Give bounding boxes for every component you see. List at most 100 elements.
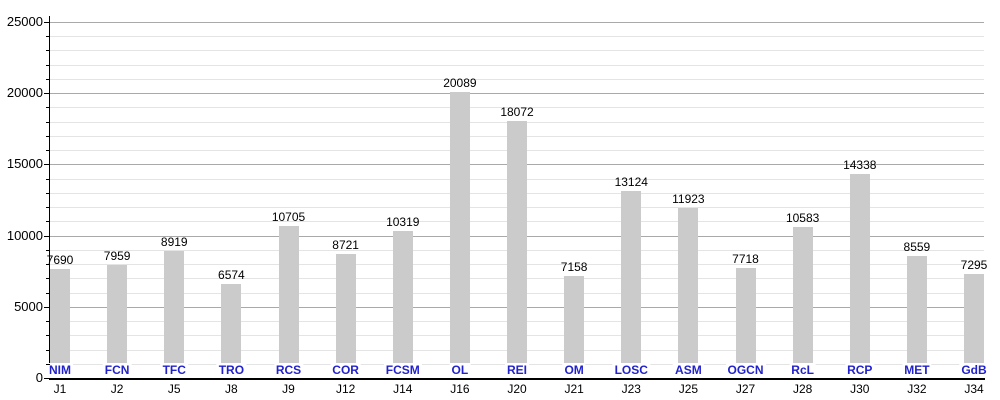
bar-J16 xyxy=(449,91,470,378)
y-axis-tick xyxy=(46,107,50,109)
y-axis-tick xyxy=(46,207,50,209)
team-label-REI: REI xyxy=(504,363,530,378)
bar-J8 xyxy=(221,284,242,378)
y-axis-tick xyxy=(44,93,50,95)
x-tick-label-J1: J1 xyxy=(53,382,67,396)
bar-J23 xyxy=(621,191,642,378)
x-tick-label-J14: J14 xyxy=(393,382,413,396)
y-axis-tick xyxy=(46,221,50,223)
bar-J1 xyxy=(50,268,70,378)
y-axis-tick xyxy=(44,235,50,237)
value-label-J12: 8721 xyxy=(332,237,359,252)
team-label-ASM: ASM xyxy=(673,363,704,378)
y-tick-label: 0 xyxy=(35,370,43,385)
value-label-J32: 8559 xyxy=(903,240,931,255)
x-tick-label-J16: J16 xyxy=(450,382,470,396)
value-label-J23: 13124 xyxy=(614,175,648,190)
value-label-J20: 18072 xyxy=(500,104,534,119)
y-axis-tick xyxy=(46,249,50,251)
y-axis-tick xyxy=(46,36,50,38)
bar-J27 xyxy=(735,268,756,378)
x-tick-label-J28: J28 xyxy=(792,382,813,396)
bar-J5 xyxy=(164,251,185,378)
team-label-NIM: NIM xyxy=(47,363,73,378)
x-tick-label-J20: J20 xyxy=(507,382,527,396)
x-tick-label-J27: J27 xyxy=(735,382,756,396)
y-axis-tick xyxy=(46,178,50,180)
bar-J12 xyxy=(335,253,356,378)
value-label-J27: 7718 xyxy=(732,252,759,267)
x-tick-label-J25: J25 xyxy=(678,382,699,396)
gridline-minor xyxy=(50,64,984,66)
x-tick-label-J5: J5 xyxy=(167,382,181,396)
bar-J32 xyxy=(906,256,927,378)
y-axis-tick xyxy=(44,22,50,23)
x-tick-label-J23: J23 xyxy=(621,382,641,396)
y-axis-tick xyxy=(46,264,50,266)
team-label-MET: MET xyxy=(902,363,932,378)
y-axis-tick xyxy=(46,192,50,194)
bar-J2 xyxy=(107,264,128,378)
y-axis-tick xyxy=(46,321,50,323)
x-tick-label-J9: J9 xyxy=(282,382,295,396)
gridline-minor xyxy=(50,78,984,80)
team-label-LOSC: LOSC xyxy=(612,363,650,378)
gridline-major xyxy=(50,93,984,95)
team-label-OL: OL xyxy=(449,363,471,378)
bar-J14 xyxy=(392,231,413,378)
y-axis-tick xyxy=(46,78,50,80)
y-axis-tick xyxy=(46,64,50,66)
y-axis-tick xyxy=(46,150,50,152)
value-label-J1: 7690 xyxy=(46,252,74,267)
bar-J28 xyxy=(792,227,813,378)
value-label-J2: 7959 xyxy=(103,248,131,263)
x-tick-label-J12: J12 xyxy=(335,382,356,396)
y-axis-tick xyxy=(46,335,50,337)
bar-J20 xyxy=(507,120,527,378)
bar-J25 xyxy=(678,208,699,378)
gridline-major xyxy=(50,22,984,23)
team-label-RCS: RCS xyxy=(273,363,304,378)
plot-area: 7690 NIM 7959 FCN 8919 TFC 6574 TRO 10705 RCS 8721… xyxy=(47,22,989,378)
y-axis-tick xyxy=(46,121,50,123)
team-label-RCP: RCP xyxy=(845,363,875,378)
value-label-J8: 6574 xyxy=(218,268,245,283)
value-label-J30: 14338 xyxy=(843,157,877,172)
y-tick-label: 25000 xyxy=(6,14,43,29)
y-axis-tick xyxy=(46,135,50,137)
y-axis-tick xyxy=(46,292,50,294)
y-axis-tick xyxy=(46,278,50,280)
team-label-TFC: TFC xyxy=(160,363,188,378)
team-label-OGCN: OGCN xyxy=(725,363,766,378)
value-label-J34: 7295 xyxy=(960,258,988,273)
y-tick-label: 20000 xyxy=(6,85,43,101)
y-axis-tick xyxy=(44,306,50,308)
value-label-J21: 7158 xyxy=(560,260,588,275)
team-label-COR: COR xyxy=(330,363,361,378)
x-tick-label-J21: J21 xyxy=(564,382,584,396)
gridline-minor xyxy=(50,36,984,38)
team-label-OM: OM xyxy=(562,363,586,378)
y-tick-label: 10000 xyxy=(6,227,43,243)
x-tick-label-J2: J2 xyxy=(110,382,124,396)
team-label-TRO: TRO xyxy=(216,363,247,378)
value-label-J14: 10319 xyxy=(386,215,420,230)
team-label-FCSM: FCSM xyxy=(383,363,422,378)
value-label-J9: 10705 xyxy=(271,209,306,224)
bar-J30 xyxy=(849,173,870,378)
y-axis-tick xyxy=(46,363,50,365)
x-tick-label-J8: J8 xyxy=(225,382,238,396)
y-axis-tick xyxy=(44,378,50,379)
value-label-J25: 11923 xyxy=(672,192,705,207)
y-axis-tick xyxy=(46,50,50,52)
x-axis-line xyxy=(49,378,985,380)
team-label-FCN: FCN xyxy=(102,363,132,378)
x-tick-label-J30: J30 xyxy=(850,382,870,396)
bar-J9 xyxy=(278,225,299,378)
value-label-J28: 10583 xyxy=(785,211,820,226)
y-axis-tick xyxy=(44,164,50,166)
y-tick-label: 5000 xyxy=(14,298,43,314)
x-tick-label-J32: J32 xyxy=(907,382,927,396)
team-label-RcL: RcL xyxy=(789,363,816,378)
